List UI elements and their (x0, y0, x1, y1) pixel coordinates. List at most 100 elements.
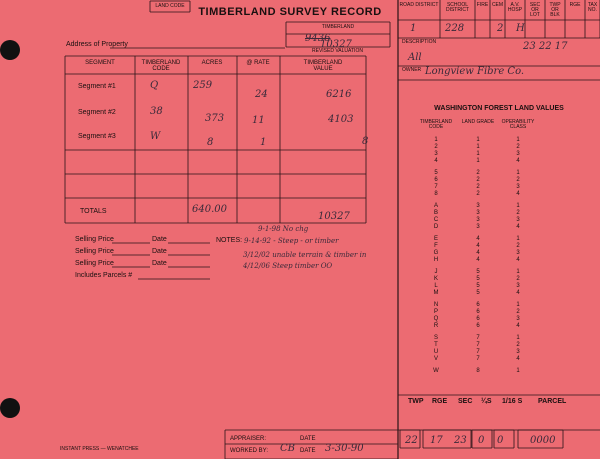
land-value-cell: J (434, 269, 438, 275)
parcel-value: 23 (454, 435, 467, 446)
land-value-cell: 4 (516, 323, 520, 329)
column-header: @ RATE (246, 60, 270, 66)
land-value-cell: D (433, 224, 439, 230)
land-value-cell: 4 (516, 224, 520, 230)
header-cell-label: SCHOOL DISTRICT (445, 2, 470, 13)
land-value-cell: 3 (516, 316, 520, 322)
land-value-cell: 2 (476, 191, 480, 197)
land-value-cell: 1 (434, 137, 438, 143)
segment-label: Segment #3 (78, 133, 116, 140)
notes-label: NOTES: (216, 237, 243, 244)
land-value-cell: 6 (476, 316, 480, 322)
land-value-cell: 3 (516, 217, 520, 223)
land-value-cell: 3 (516, 250, 520, 256)
column-header: TIMBERLAND CODE (141, 60, 181, 72)
land-value-cell: 5 (476, 269, 480, 275)
land-value-cell: 5 (476, 290, 480, 296)
note: 9-14-92 - Steep - or timber (244, 237, 339, 245)
description-value: 23 22 17 (523, 41, 568, 52)
parcel-header: PARCEL (538, 398, 567, 405)
land-value-cell: A (433, 203, 439, 209)
land-value-cell: 8 (476, 368, 480, 374)
appraiser-label: APPRAISER: (230, 436, 267, 442)
land-value-cell: 2 (516, 276, 520, 282)
land-value-cell: W (433, 368, 439, 374)
land-value-cell: 1 (516, 335, 520, 341)
land-values-header: OPERABILITY CLASS (501, 119, 535, 130)
land-value-cell: 1 (476, 158, 480, 164)
owner-value: Longview Fibre Co. (425, 66, 525, 77)
land-values-header: TIMBERLAND CODE (419, 119, 453, 130)
description-text: All (408, 52, 422, 63)
land-value-cell: 4 (516, 257, 520, 263)
land-value-cell: 6 (434, 177, 438, 183)
row-value: W (150, 131, 161, 142)
land-value-cell: 2 (434, 144, 438, 150)
row-value: 4103 (328, 114, 354, 125)
header-cell-label: TWP OR BLK (549, 2, 561, 18)
land-value-cell: 5 (434, 170, 438, 176)
land-value-cell: 6 (476, 309, 480, 315)
land-value-cell: M (433, 290, 439, 296)
land-value-cell: 1 (516, 203, 520, 209)
land-value-cell: G (433, 250, 439, 256)
note: 9-1-98 No chg (258, 225, 309, 233)
header-cell-label: SEC OR LOT (529, 2, 541, 18)
selling-date: Date (152, 260, 167, 267)
land-value-cell: 7 (476, 342, 480, 348)
row-value: 373 (205, 113, 225, 124)
land-value-cell: 2 (516, 177, 520, 183)
land-value-cell: L (434, 283, 438, 289)
land-value-cell: 2 (516, 342, 520, 348)
land-value-cell: 3 (476, 217, 480, 223)
land-value-cell: 7 (434, 184, 438, 190)
land-value-cell: F (434, 243, 438, 249)
land-value-cell: 4 (516, 158, 520, 164)
land-value-cell: P (433, 309, 439, 315)
date-label: DATE (300, 436, 316, 442)
timberland-value: 10327 (320, 39, 352, 50)
segment-label: Segment #1 (78, 83, 116, 90)
land-value-cell: 3 (434, 151, 438, 157)
worked-by-label: WORKED BY: (230, 448, 269, 454)
land-code-label: LAND CODE (155, 3, 185, 9)
land-value-cell: 2 (516, 210, 520, 216)
land-value-cell: 4 (516, 290, 520, 296)
land-value-cell: 3 (516, 349, 520, 355)
land-value-cell: 6 (476, 302, 480, 308)
land-value-cell: 1 (516, 302, 520, 308)
row-value: 24 (255, 89, 268, 100)
selling-price: Selling Price (75, 260, 114, 267)
land-value-cell: 4 (516, 191, 520, 197)
includes-parcels: Includes Parcels # (75, 272, 133, 279)
total-acres: 640.00 (192, 204, 227, 215)
totals-label: TOTALS (80, 208, 107, 215)
header-cell-label: A.V. HOSP (507, 2, 523, 13)
row-value: 8 (207, 137, 214, 148)
land-value-cell: 1 (516, 236, 520, 242)
row-value: 6216 (326, 89, 352, 100)
land-value-cell: 2 (516, 243, 520, 249)
land-values-title: WASHINGTON FOREST LAND VALUES (434, 105, 564, 112)
header-cell-label: FIRE (476, 2, 489, 8)
land-value-cell: C (433, 217, 439, 223)
timberland-label: TIMBERLAND (321, 24, 355, 30)
land-value-cell: 1 (516, 269, 520, 275)
land-value-cell: 4 (434, 158, 438, 164)
column-header: ACRES (201, 60, 223, 66)
land-value-cell: 8 (434, 191, 438, 197)
land-value-cell: E (433, 236, 439, 242)
land-value-cell: Q (433, 316, 439, 322)
worked-date: 3-30-90 (325, 443, 364, 454)
note: 3/12/02 unable terrain & timber in (243, 251, 367, 259)
land-value-cell: H (433, 257, 439, 263)
row-value: 11 (252, 115, 265, 126)
header-cell-value: 2 (497, 23, 504, 34)
land-value-cell: 1 (476, 137, 480, 143)
address-label: Address of Property (66, 41, 128, 48)
land-value-cell: 4 (476, 257, 480, 263)
land-value-cell: 5 (476, 283, 480, 289)
parcel-value: 0 (497, 435, 504, 446)
land-value-cell: 3 (516, 184, 520, 190)
